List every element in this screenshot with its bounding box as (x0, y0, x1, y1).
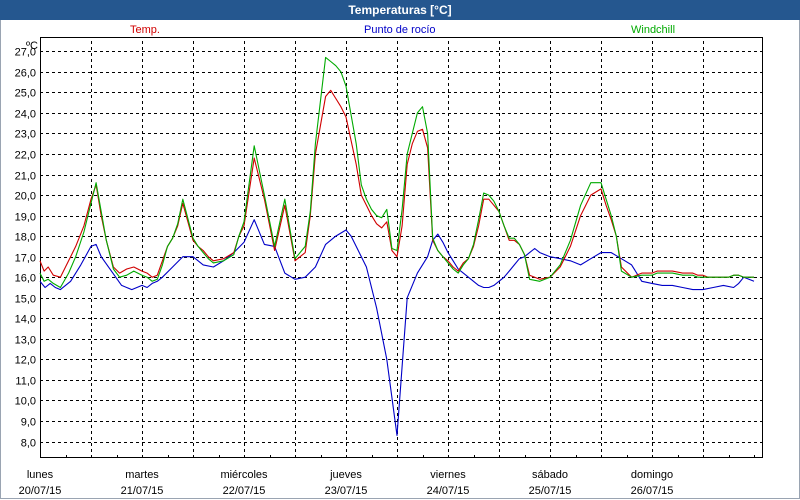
y-tick-label: 25,0 (15, 88, 36, 100)
x-date-label: 20/07/15 (19, 485, 62, 497)
y-axis-unit: ºC (26, 40, 38, 52)
legend-dew-point: Punto de rocío (364, 24, 436, 36)
series-line-temp- (39, 89, 754, 280)
y-tick-label: 23,0 (15, 129, 36, 141)
axis-labels: 8,0 9,0 10,0 11,0 12,0 13,0 14,0 15,0 16,0 17,0 18… (15, 40, 674, 497)
y-tick-label: 22,0 (15, 150, 36, 162)
x-date-label: 26/07/15 (631, 485, 674, 497)
x-date-label: 21/07/15 (121, 485, 164, 497)
series-line-windchill (39, 56, 754, 289)
y-tick-label: 13,0 (15, 335, 36, 347)
y-tick-label: 19,0 (15, 212, 36, 224)
x-day-label: miércoles (220, 469, 268, 481)
y-tick-label: 27,0 (15, 47, 36, 59)
x-date-label: 24/07/15 (427, 485, 470, 497)
plot-border (40, 37, 763, 458)
series-lines (39, 56, 755, 436)
y-tick-label: 17,0 (15, 253, 36, 265)
y-tick-label: 11,0 (15, 376, 36, 388)
y-tick-label: 24,0 (15, 109, 36, 121)
legend-temp: Temp. (130, 24, 160, 36)
y-tick-label: 16,0 (15, 273, 36, 285)
y-tick-label: 12,0 (15, 355, 36, 367)
legend-windchill: Windchill (631, 24, 676, 36)
x-day-label: jueves (329, 469, 362, 481)
y-tick-label: 10,0 (15, 396, 36, 408)
y-tick-label: 26,0 (15, 68, 36, 80)
y-tick-label: 21,0 (15, 171, 36, 183)
y-tick-label: 8,0 (21, 438, 36, 450)
axes (40, 37, 763, 458)
y-tick-label: 15,0 (15, 294, 36, 306)
series-line-punto-de-roc-o (39, 219, 755, 436)
y-tick-label: 18,0 (15, 232, 36, 244)
y-tick-label: 20,0 (15, 191, 36, 203)
y-tick-label: 9,0 (21, 417, 36, 429)
chart-title: Temperaturas [°C] (0, 0, 800, 20)
x-day-label: sábado (532, 469, 568, 481)
x-date-label: 25/07/15 (529, 485, 572, 497)
x-day-label: martes (125, 469, 159, 481)
x-date-label: 22/07/15 (223, 485, 266, 497)
x-date-label: 23/07/15 (325, 485, 368, 497)
grid (40, 41, 762, 458)
x-day-label: viernes (430, 469, 466, 481)
x-day-label: lunes (27, 469, 54, 481)
y-tick-label: 14,0 (15, 314, 36, 326)
x-day-label: domingo (631, 469, 673, 481)
